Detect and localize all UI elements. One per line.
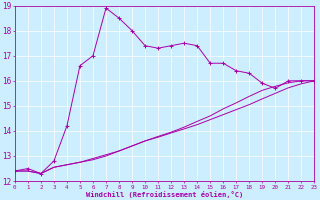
X-axis label: Windchill (Refroidissement éolien,°C): Windchill (Refroidissement éolien,°C) [86, 191, 243, 198]
